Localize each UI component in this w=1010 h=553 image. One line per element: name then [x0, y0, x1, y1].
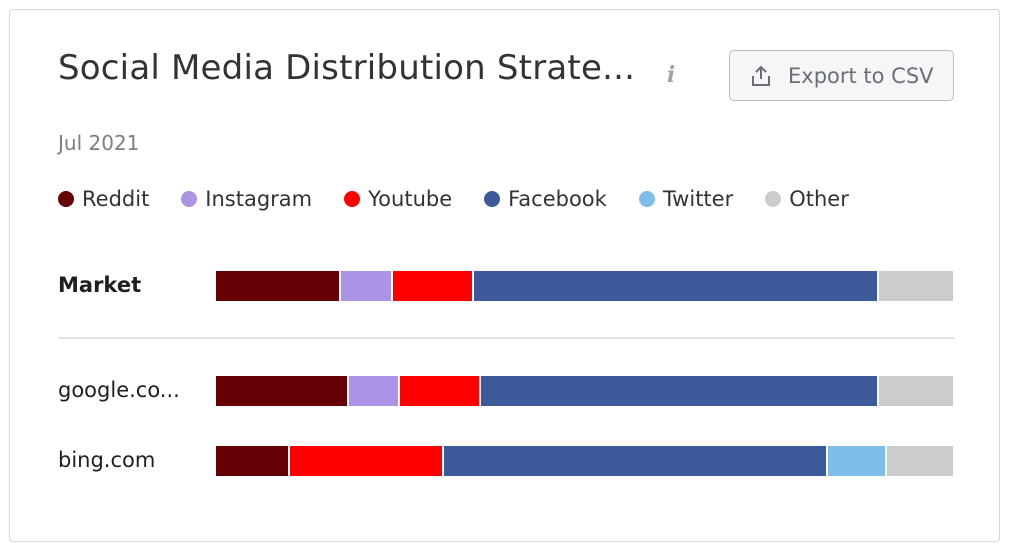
bar-segment-reddit[interactable]: [216, 376, 349, 406]
bar-segment-facebook[interactable]: [481, 376, 880, 406]
legend-item-reddit[interactable]: Reddit: [58, 187, 149, 211]
stacked-bar-2: [216, 446, 953, 476]
legend-item-youtube[interactable]: Youtube: [344, 187, 452, 211]
export-csv-button[interactable]: Export to CSV: [729, 50, 954, 101]
bar-segment-other[interactable]: [886, 446, 953, 476]
bar-segment-youtube[interactable]: [400, 376, 482, 406]
chart-legend: Reddit Instagram Youtube Facebook Twitter Oth…: [58, 187, 881, 211]
bar-segment-youtube[interactable]: [392, 271, 474, 301]
legend-label: Youtube: [368, 187, 453, 211]
bar-segment-youtube[interactable]: [289, 446, 445, 476]
legend-label: Reddit: [82, 187, 150, 211]
bar-segment-reddit[interactable]: [216, 446, 290, 476]
bar-segment-other[interactable]: [879, 271, 953, 301]
row-label-2: bing.com: [58, 448, 156, 472]
legend-dot: [344, 191, 361, 207]
legend-label: Twitter: [662, 187, 734, 211]
legend-dot: [765, 191, 782, 207]
bar-segment-facebook[interactable]: [444, 446, 828, 476]
bar-segment-instagram[interactable]: [341, 271, 393, 301]
legend-label: Other: [789, 187, 849, 211]
row-label-0: Market: [58, 273, 142, 297]
bar-segment-twitter[interactable]: [827, 446, 887, 476]
legend-item-twitter[interactable]: Twitter: [638, 187, 734, 211]
date-label: Jul 2021: [58, 131, 140, 155]
legend-dot: [58, 191, 74, 207]
export-label: Export to CSV: [788, 63, 934, 88]
divider: [58, 337, 954, 339]
upload-icon: [750, 65, 772, 87]
legend-dot: [638, 191, 655, 207]
bar-segment-other[interactable]: [879, 376, 953, 406]
legend-dot: [181, 191, 198, 207]
legend-label: Instagram: [205, 187, 313, 211]
chart-card: Social Media Distribution Strate... i Ex…: [9, 9, 1000, 542]
legend-item-facebook[interactable]: Facebook: [484, 187, 607, 211]
chart-title: Social Media Distribution Strate...: [58, 48, 636, 88]
info-icon[interactable]: i: [666, 62, 676, 88]
bar-segment-instagram[interactable]: [348, 376, 401, 406]
legend-label: Facebook: [508, 187, 607, 211]
legend-dot: [484, 191, 501, 207]
stacked-bar-0: [216, 271, 953, 301]
legend-item-instagram[interactable]: Instagram: [181, 187, 312, 211]
bar-segment-facebook[interactable]: [473, 271, 880, 301]
stacked-bar-1: [216, 376, 953, 406]
bar-segment-reddit[interactable]: [216, 271, 342, 301]
legend-item-other[interactable]: Other: [765, 187, 849, 211]
row-label-1: google.co...: [58, 378, 180, 402]
